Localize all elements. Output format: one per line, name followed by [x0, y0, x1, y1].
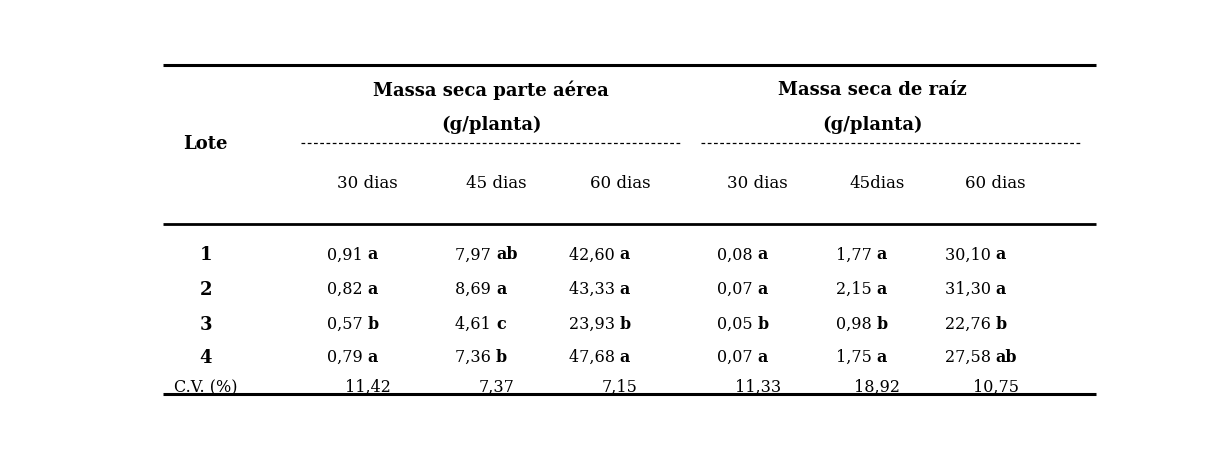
- Text: 0,82: 0,82: [327, 281, 367, 299]
- Text: Massa seca parte aérea: Massa seca parte aérea: [373, 80, 609, 100]
- Text: 0,57: 0,57: [327, 316, 367, 333]
- Text: b: b: [877, 316, 888, 333]
- Text: a: a: [758, 246, 769, 264]
- Text: b: b: [620, 316, 631, 333]
- Text: 22,76: 22,76: [944, 316, 996, 333]
- Text: ab: ab: [996, 349, 1017, 366]
- Text: a: a: [367, 281, 378, 299]
- Text: 2,15: 2,15: [836, 281, 877, 299]
- Text: 1,77: 1,77: [836, 246, 877, 264]
- Text: a: a: [496, 281, 506, 299]
- Text: b: b: [496, 349, 507, 366]
- Text: 23,93: 23,93: [569, 316, 620, 333]
- Text: 0,07: 0,07: [717, 281, 758, 299]
- Text: 7,37: 7,37: [478, 379, 515, 396]
- Text: 30,10: 30,10: [944, 246, 996, 264]
- Text: 60 dias: 60 dias: [965, 175, 1027, 192]
- Text: 27,58: 27,58: [944, 349, 996, 366]
- Text: a: a: [620, 281, 630, 299]
- Text: 4: 4: [200, 349, 212, 367]
- Text: a: a: [877, 349, 887, 366]
- Text: (g/planta): (g/planta): [441, 116, 542, 134]
- Text: 0,07: 0,07: [717, 349, 758, 366]
- Text: b: b: [996, 316, 1007, 333]
- Text: 18,92: 18,92: [853, 379, 900, 396]
- Text: 31,30: 31,30: [944, 281, 996, 299]
- Text: a: a: [367, 349, 378, 366]
- Text: 1: 1: [200, 246, 212, 264]
- Text: 0,08: 0,08: [717, 246, 758, 264]
- Text: 45dias: 45dias: [849, 175, 905, 192]
- Text: 10,75: 10,75: [973, 379, 1019, 396]
- Text: 11,33: 11,33: [734, 379, 781, 396]
- Text: 60 dias: 60 dias: [589, 175, 650, 192]
- Text: 4,61: 4,61: [456, 316, 496, 333]
- Text: a: a: [996, 281, 1006, 299]
- Text: ab: ab: [496, 246, 518, 264]
- Text: b: b: [367, 316, 378, 333]
- Text: a: a: [877, 281, 887, 299]
- Text: a: a: [620, 246, 630, 264]
- Text: 45 dias: 45 dias: [465, 175, 527, 192]
- Text: 7,36: 7,36: [456, 349, 496, 366]
- Text: 0,05: 0,05: [717, 316, 758, 333]
- Text: 43,33: 43,33: [569, 281, 620, 299]
- Text: C.V. (%): C.V. (%): [174, 379, 237, 396]
- Text: 11,42: 11,42: [345, 379, 391, 396]
- Text: a: a: [620, 349, 630, 366]
- Text: 7,97: 7,97: [456, 246, 496, 264]
- Text: (g/planta): (g/planta): [822, 116, 922, 134]
- Text: a: a: [758, 281, 769, 299]
- Text: 0,79: 0,79: [327, 349, 367, 366]
- Text: a: a: [877, 246, 887, 264]
- Text: 8,69: 8,69: [456, 281, 496, 299]
- Text: a: a: [758, 349, 769, 366]
- Text: c: c: [496, 316, 506, 333]
- Text: 1,75: 1,75: [836, 349, 877, 366]
- Text: a: a: [367, 246, 378, 264]
- Text: a: a: [996, 246, 1006, 264]
- Text: 7,15: 7,15: [602, 379, 637, 396]
- Text: 3: 3: [200, 316, 212, 334]
- Text: 30 dias: 30 dias: [727, 175, 788, 192]
- Text: 42,60: 42,60: [569, 246, 620, 264]
- Text: b: b: [758, 316, 769, 333]
- Text: Lote: Lote: [184, 135, 228, 153]
- Text: 47,68: 47,68: [569, 349, 620, 366]
- Text: 0,98: 0,98: [836, 316, 877, 333]
- Text: 30 dias: 30 dias: [338, 175, 398, 192]
- Text: 0,91: 0,91: [327, 246, 367, 264]
- Text: 2: 2: [200, 281, 212, 299]
- Text: Massa seca de raíz: Massa seca de raíz: [777, 81, 966, 99]
